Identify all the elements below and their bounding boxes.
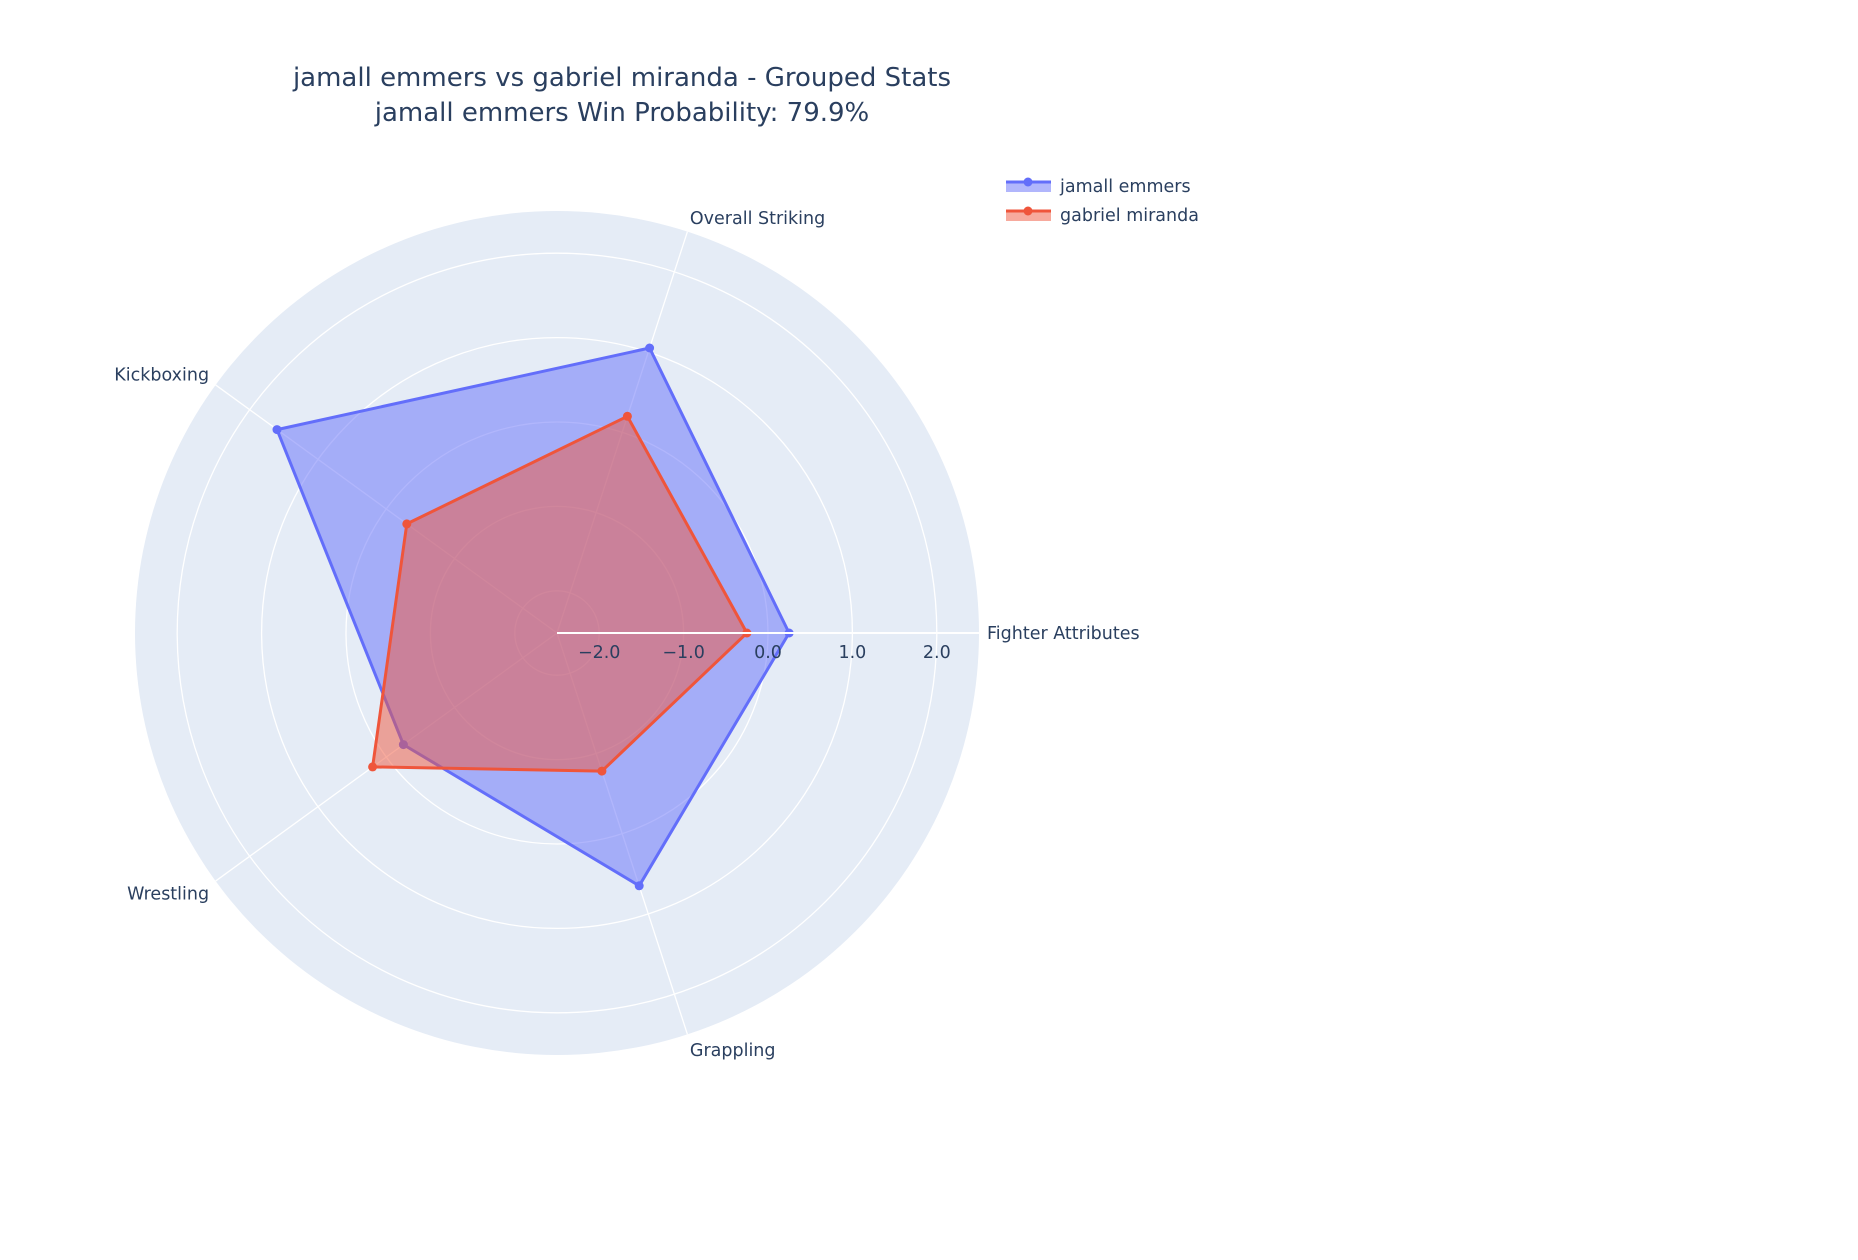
radial-tick-label-4: 2.0 [923, 643, 951, 663]
series-0-point-4[interactable] [634, 881, 644, 891]
legend-swatch-fill-0 [1006, 182, 1051, 192]
category-label-0: Fighter Attributes [987, 624, 1140, 644]
category-label-2: Kickboxing [114, 365, 209, 385]
legend-label-1: gabriel miranda [1060, 206, 1199, 226]
chart-title: jamall emmers vs gabriel miranda - Group… [292, 63, 951, 93]
chart-title-group: jamall emmers vs gabriel miranda - Group… [292, 63, 951, 128]
radial-tick-label-1: −1.0 [662, 643, 705, 663]
category-label-3: Wrestling [127, 885, 209, 905]
radial-axis: −2.0 −1.0 0.0 1.0 2.0 [557, 632, 979, 663]
radial-tick-label-3: 1.0 [838, 643, 866, 663]
legend-swatch-fill-1 [1006, 211, 1051, 221]
angular-axis-labels: Fighter Attributes Overall Striking Kickbo… [114, 209, 1139, 1061]
series-0-point-1[interactable] [645, 343, 655, 353]
category-label-4: Grappling [690, 1041, 776, 1061]
series-1-point-3[interactable] [368, 762, 378, 772]
legend[interactable]: jamall emmers gabriel miranda [1006, 177, 1199, 226]
series-1-area [371, 414, 749, 773]
legend-item-1[interactable]: gabriel miranda [1006, 206, 1199, 226]
category-label-1: Overall Striking [690, 209, 825, 229]
radial-tick-label-2: 0.0 [754, 643, 782, 663]
series-0-point-2[interactable] [272, 425, 282, 435]
chart-subtitle: jamall emmers Win Probability: 79.9% [374, 98, 870, 128]
series-1-point-1[interactable] [622, 411, 632, 421]
series-1-point-4[interactable] [597, 766, 607, 776]
radial-tick-label-0: −2.0 [578, 643, 621, 663]
legend-item-0[interactable]: jamall emmers [1006, 177, 1191, 197]
legend-swatch-marker-0 [1023, 177, 1033, 187]
series-layer [272, 343, 794, 891]
legend-swatch-marker-1 [1023, 206, 1033, 216]
series-1-point-2[interactable] [402, 519, 412, 529]
series-1 [368, 411, 752, 776]
legend-label-0: jamall emmers [1059, 177, 1191, 197]
